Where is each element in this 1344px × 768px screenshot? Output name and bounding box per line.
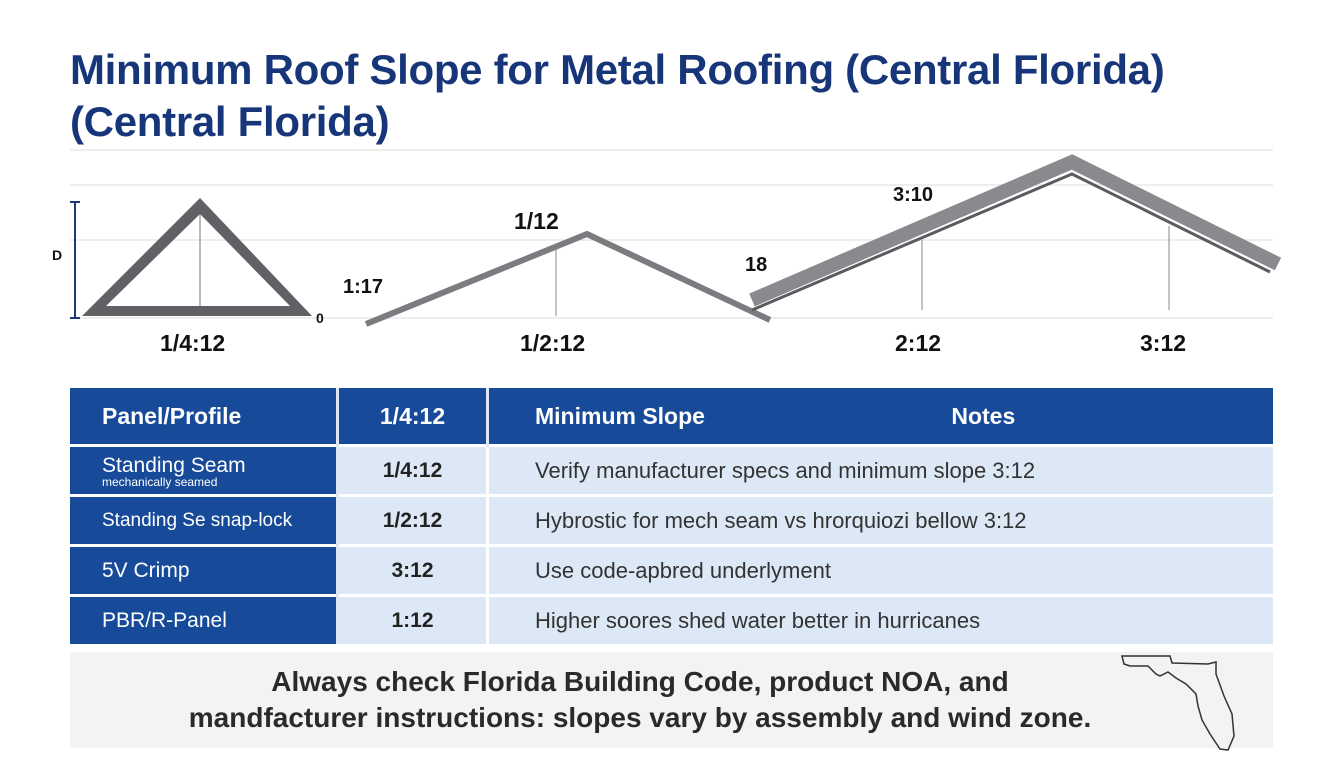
notes-cell: Higher soores shed water better in hurri… bbox=[487, 594, 1273, 644]
profile-cell: Standing Se snap-lock bbox=[70, 494, 339, 546]
table-header-row: Panel/Profile 1/4:12 Minimum Slope Notes bbox=[70, 388, 1273, 446]
florida-map-icon bbox=[1121, 655, 1235, 751]
table-row: 5V Crimp 3:12 Use code-apbred underlymen… bbox=[70, 544, 1273, 596]
left-slope-label: 1:17 bbox=[343, 276, 384, 298]
slope-cell: 1:12 bbox=[337, 594, 489, 644]
notes-cell: Verify manufacturer specs and minimum sl… bbox=[487, 444, 1273, 496]
panel-left-label: 18 bbox=[745, 254, 768, 276]
notes-cell: Use code-apbred underlyment bbox=[487, 544, 1273, 596]
profile-cell: PBR/R-Panel bbox=[70, 594, 339, 644]
profile-cell: Standing Seam mechanically seamed bbox=[70, 444, 339, 496]
footer-line-2: mandfacturer instructions: slopes vary b… bbox=[188, 702, 1092, 733]
three-twelve-label: 3:12 bbox=[1140, 330, 1187, 356]
peak-label: 1/12 bbox=[514, 208, 559, 234]
table-row: Standing Seam mechanically seamed 1/4:12 … bbox=[70, 444, 1273, 496]
base-end-label: 0 bbox=[316, 310, 324, 326]
table-row: Standing Se snap-lock 1/2:12 Hybrostic f… bbox=[70, 494, 1273, 546]
panel-top-label: 3:10 bbox=[893, 184, 934, 206]
triangle-roof bbox=[82, 198, 312, 316]
slope-table: Panel/Profile 1/4:12 Minimum Slope Notes… bbox=[70, 388, 1273, 644]
profile-name: Standing Seam bbox=[102, 453, 246, 477]
header-notes: Notes bbox=[951, 402, 1016, 429]
low-slope-roof bbox=[364, 230, 772, 327]
footer-line-1: Always check Florida Building Code, prod… bbox=[271, 666, 1009, 697]
roof-slope-diagram bbox=[70, 149, 1282, 327]
gridlines bbox=[70, 149, 1273, 319]
footer-note: Always check Florida Building Code, prod… bbox=[70, 652, 1273, 751]
height-label: D bbox=[52, 247, 63, 263]
header-profile: Panel/Profile bbox=[70, 388, 339, 446]
slope-cell: 3:12 bbox=[337, 544, 489, 596]
header-minimum-slope-text: Minimum Slope bbox=[535, 402, 705, 429]
profile-subtext: mechanically seamed bbox=[102, 474, 218, 489]
metal-panel-roof bbox=[749, 154, 1282, 307]
triangle-slope-label: 1/4:12 bbox=[160, 330, 226, 356]
two-twelve-label: 2:12 bbox=[895, 330, 942, 356]
slope-cell: 1/4:12 bbox=[337, 444, 489, 496]
footer-text: Always check Florida Building Code, prod… bbox=[140, 664, 1140, 736]
header-minimum-slope: Minimum Slope Notes bbox=[487, 388, 1273, 446]
half-slope-label: 1/2:12 bbox=[520, 330, 586, 356]
notes-cell: Hybrostic for mech seam vs hrorquiozi be… bbox=[487, 494, 1273, 546]
table-row: PBR/R-Panel 1:12 Higher soores shed wate… bbox=[70, 594, 1273, 644]
measure-line bbox=[70, 201, 80, 319]
header-slope-example: 1/4:12 bbox=[337, 388, 489, 446]
page-title: Minimum Roof Slope for Metal Roofing (Ce… bbox=[70, 46, 1165, 145]
profile-cell: 5V Crimp bbox=[70, 544, 339, 596]
slope-cell: 1/2:12 bbox=[337, 494, 489, 546]
